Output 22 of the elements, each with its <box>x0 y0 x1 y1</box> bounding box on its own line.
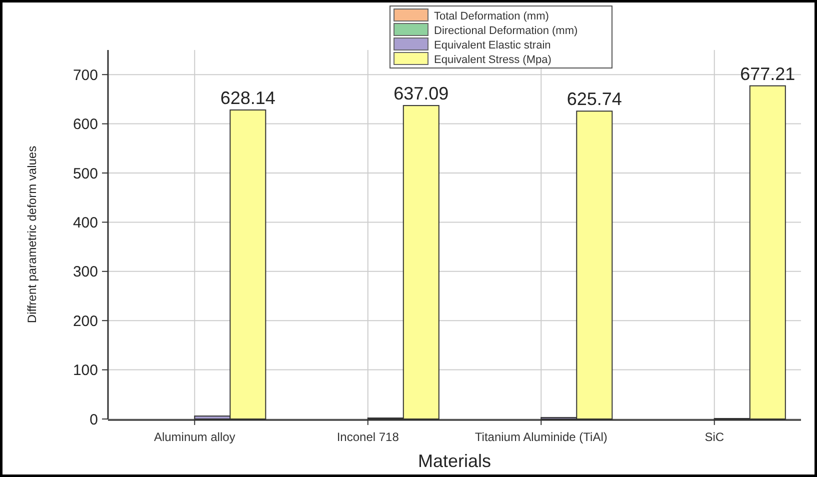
legend-label: Equivalent Stress (Mpa) <box>434 54 552 66</box>
x-tick-label: Aluminum alloy <box>154 430 236 444</box>
x-axis-title: Materials <box>418 451 492 471</box>
legend-label: Equivalent Elastic strain <box>434 40 551 52</box>
y-tick-label: 200 <box>72 312 98 330</box>
x-tick-label: SiC <box>704 430 724 444</box>
y-tick-label: 400 <box>72 214 98 232</box>
data-label: 637.09 <box>394 84 449 104</box>
x-tick-label: Titanium Aluminide (TiAl) <box>474 430 608 444</box>
y-tick-label: 600 <box>72 116 98 134</box>
y-axis-title: Diffrent parametric deform values <box>25 146 39 324</box>
y-tick-label: 700 <box>72 66 98 84</box>
y-tick-label: 0 <box>90 411 98 428</box>
y-tick-label: 300 <box>72 264 98 281</box>
data-label: 677.21 <box>740 64 796 84</box>
data-label: 625.74 <box>566 89 622 110</box>
data-label: 628.14 <box>220 88 276 108</box>
x-tick-label: Inconel 718 <box>336 430 400 444</box>
legend-label: Directional Deformation (mm) <box>434 25 578 37</box>
y-tick-label: 500 <box>72 165 98 182</box>
y-tick-label: 100 <box>72 362 98 380</box>
legend-label: Total Deformation (mm) <box>434 10 549 22</box>
